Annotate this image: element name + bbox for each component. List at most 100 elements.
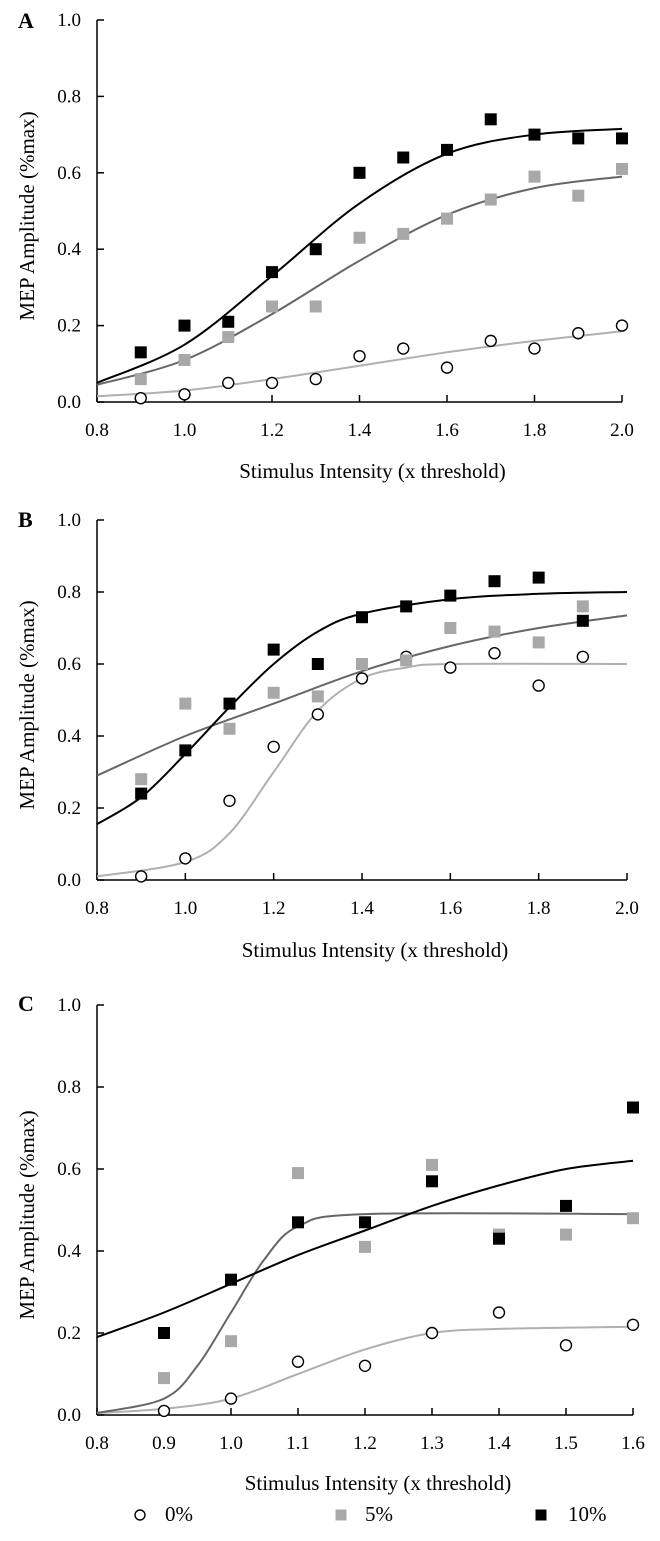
data-point-10pct	[266, 266, 278, 279]
data-point-5pct	[400, 654, 413, 667]
x-tick-label: 0.8	[85, 420, 109, 441]
data-point-5pct	[397, 227, 410, 240]
data-point-0pct	[484, 334, 497, 348]
data-point-10pct	[311, 658, 324, 670]
data-point-10pct	[400, 600, 413, 613]
data-point-0pct	[267, 740, 280, 753]
data-point-10pct	[292, 1216, 304, 1229]
data-point-0pct	[265, 376, 279, 390]
data-point-5pct	[267, 686, 280, 699]
data-point-0pct	[528, 342, 541, 355]
data-point-0pct	[572, 327, 585, 340]
data-point-0pct	[223, 794, 236, 807]
data-point-5pct	[444, 622, 457, 634]
legend: 0% 5% 10%	[134, 1502, 607, 1526]
y-tick-label: 1.0	[57, 510, 81, 531]
data-point-5pct	[223, 722, 236, 735]
y-tick-label: 0.8	[57, 1077, 81, 1098]
x-tick-label: 1.6	[435, 420, 459, 441]
panel-c: C 0.0 0.2 0.4 0.6 0.8 1.0 0.8 0.9 1.0 1.1 1.2 1.3 1.4…	[15, 991, 645, 1495]
data-point-10pct	[353, 166, 366, 179]
fit-curve-10pct	[96, 591, 628, 826]
fit-curve-0pct	[96, 662, 628, 878]
fit-curve-10pct	[96, 1159, 634, 1339]
y-tick-label: 0.6	[57, 654, 81, 675]
data-point-5pct	[627, 1212, 639, 1225]
data-point-0pct	[311, 708, 325, 721]
x-tick-label: 1.4	[487, 1433, 511, 1454]
data-point-0pct	[355, 672, 369, 685]
data-point-5pct	[158, 1372, 170, 1385]
fit-curve-5pct	[96, 1212, 634, 1414]
x-tick-label: 1.3	[420, 1433, 444, 1454]
x-tick-label: 1.0	[173, 420, 197, 441]
x-tick-label: 1.6	[621, 1433, 645, 1454]
legend-marker-0pct	[134, 1509, 146, 1521]
data-point-0pct	[178, 388, 191, 401]
data-point-5pct	[225, 1335, 237, 1348]
data-point-10pct	[627, 1101, 639, 1114]
y-tick-label: 0.2	[57, 798, 81, 819]
data-point-10pct	[222, 315, 235, 328]
y-tick-label: 0.4	[57, 239, 81, 260]
legend-label: 0%	[165, 1502, 193, 1526]
data-point-0pct	[425, 1326, 439, 1340]
x-tick-label: 1.5	[554, 1433, 578, 1454]
y-tick-label: 0.2	[57, 316, 81, 337]
data-point-10pct	[267, 643, 280, 656]
y-tick-label: 0.8	[57, 86, 81, 107]
data-point-10pct	[560, 1199, 572, 1212]
x-tick-label: 1.0	[219, 1433, 243, 1454]
data-point-5pct	[311, 690, 324, 703]
legend-marker-5pct	[335, 1509, 347, 1521]
data-point-0pct	[444, 661, 457, 674]
data-point-0pct	[397, 342, 410, 355]
x-axis-label: Stimulus Intensity (x threshold)	[242, 938, 509, 962]
data-point-5pct	[488, 625, 501, 638]
data-point-0pct	[488, 647, 501, 660]
data-point-5pct	[528, 170, 541, 183]
y-tick-label: 0.6	[57, 163, 81, 184]
data-point-5pct	[484, 193, 497, 206]
data-point-10pct	[179, 744, 192, 757]
data-point-0pct	[134, 391, 147, 405]
data-point-0pct	[222, 376, 235, 390]
x-tick-label: 1.8	[527, 898, 551, 919]
y-tick-label: 0.0	[57, 392, 81, 413]
legend-label: 10%	[568, 1502, 607, 1526]
data-point-0pct	[532, 679, 545, 692]
x-tick-label: 0.8	[85, 898, 109, 919]
data-point-10pct	[576, 614, 589, 627]
data-point-5pct	[560, 1228, 572, 1241]
data-point-5pct	[356, 658, 368, 670]
x-tick-label: 1.4	[348, 420, 372, 441]
data-point-10pct	[441, 143, 453, 156]
x-tick-label: 1.0	[173, 898, 197, 919]
y-tick-label: 1.0	[57, 995, 81, 1016]
data-point-10pct	[488, 575, 501, 588]
data-point-0pct	[134, 870, 148, 883]
data-point-10pct	[359, 1216, 371, 1229]
x-tick-label: 1.2	[260, 420, 284, 441]
data-point-5pct	[426, 1158, 438, 1171]
data-point-10pct	[444, 589, 457, 602]
y-axis-label: MEP Amplitude (%max)	[15, 1110, 39, 1319]
data-point-5pct	[134, 373, 147, 386]
x-tick-label: 2.0	[615, 898, 639, 919]
panel-a: A 0.0 0.2 0.4 0.6 0.8 1.0 0.8 1.0 1.2 1.4 1.6 1.8 2.0…	[15, 8, 634, 483]
data-point-10pct	[426, 1175, 438, 1188]
y-axis-label: MEP Amplitude (%max)	[15, 600, 39, 809]
data-point-10pct	[135, 787, 148, 800]
data-point-5pct	[572, 189, 585, 202]
data-point-10pct	[223, 697, 236, 710]
data-point-0pct	[440, 361, 454, 374]
data-point-5pct	[222, 331, 235, 344]
data-point-5pct	[532, 636, 545, 649]
x-tick-label: 1.1	[286, 1433, 310, 1454]
data-point-0pct	[179, 852, 192, 865]
data-point-0pct	[353, 349, 366, 363]
data-point-5pct	[309, 300, 322, 313]
data-point-5pct	[266, 300, 278, 313]
data-point-10pct	[178, 319, 191, 332]
y-tick-label: 0.0	[57, 1405, 81, 1426]
